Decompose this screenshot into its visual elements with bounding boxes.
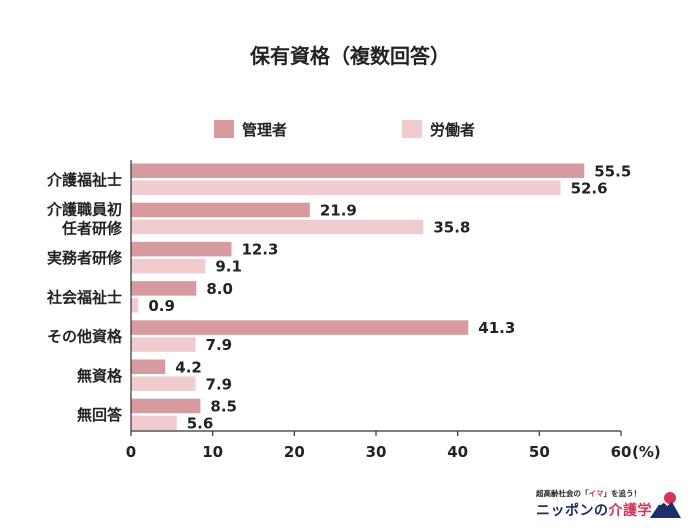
bar-6-1 [131, 359, 166, 374]
value-label-6-1: 4.2 [175, 358, 202, 376]
value-label-1-2: 52.6 [571, 179, 608, 197]
value-label-4-1: 8.0 [206, 280, 233, 298]
bars [131, 163, 585, 431]
value-label-5-1: 41.3 [478, 319, 515, 337]
x-tick-label-2: 10 [202, 443, 223, 461]
value-label-1-1: 55.5 [594, 162, 631, 180]
bar-3-1 [131, 241, 232, 257]
category-label-5: その他資格 [47, 328, 123, 346]
bar-4-2 [131, 298, 139, 313]
bar-3-2 [131, 258, 206, 274]
logo-tagline: 超高齢社会の「イマ」を追う！ [536, 489, 641, 498]
x-tick-label-1: 0 [126, 443, 136, 461]
x-axis: 0 10 20 30 40 50 60 (%) [126, 160, 661, 461]
value-label-5-2: 7.9 [206, 336, 233, 354]
x-tick-label-3: 20 [284, 443, 305, 461]
bar-4-1 [131, 281, 197, 296]
category-label-2-line-1: 介護職員初 [46, 200, 122, 218]
category-label-3: 実務者研修 [47, 249, 123, 267]
chart-title: 保有資格（複数回答） [249, 44, 450, 68]
bar-5-1 [131, 320, 469, 335]
logo-name: ニッポンの介護学 [536, 503, 652, 519]
category-label-6: 無資格 [77, 367, 123, 385]
value-labels: 55.552.6 21.9 35.8 12.39.1 8.0 0.9 41.3 7.94.27… [148, 162, 631, 432]
category-label-7: 無回答 [77, 406, 123, 424]
bar-2-1 [131, 202, 310, 218]
bar-1-1 [131, 163, 585, 178]
bar-7-2 [131, 415, 177, 431]
value-label-3-2: 9.1 [215, 258, 242, 276]
legend-label-2: 労働者 [430, 121, 475, 139]
x-axis-unit: (%) [632, 443, 661, 461]
value-label-3-1: 12.3 [241, 241, 278, 259]
x-tick-label-5: 40 [447, 443, 468, 461]
legend-swatch-1 [214, 120, 234, 138]
value-label-2-2: 35.8 [433, 218, 470, 236]
x-tick-label-4: 30 [366, 443, 387, 461]
bar-1-2 [131, 180, 561, 195]
category-label-4: 社会福祉士 [46, 288, 122, 306]
bar-6-2 [131, 376, 196, 391]
category-label-2-line-2: 任者研修 [61, 219, 123, 237]
value-label-4-2: 0.9 [148, 297, 175, 315]
value-label-6-2: 7.9 [206, 375, 233, 393]
bar-2-2 [131, 219, 424, 235]
x-tick-label-6: 50 [529, 443, 550, 461]
value-label-7-2: 5.6 [187, 414, 214, 432]
logo: 超高齢社会の「イマ」を追う！ ニッポンの介護学 [536, 488, 686, 522]
x-tick-label-7: 60 [611, 443, 632, 461]
mountain-sun-icon [650, 492, 681, 518]
bar-7-1 [131, 398, 201, 414]
bar-5-2 [131, 337, 196, 352]
value-label-2-1: 21.9 [320, 201, 357, 219]
value-label-7-1: 8.5 [210, 397, 237, 415]
legend-swatch-2 [402, 120, 422, 138]
legend: 管理者 労働者 [214, 120, 475, 139]
legend-label-1: 管理者 [242, 121, 287, 139]
category-label-1: 介護福祉士 [46, 171, 122, 189]
